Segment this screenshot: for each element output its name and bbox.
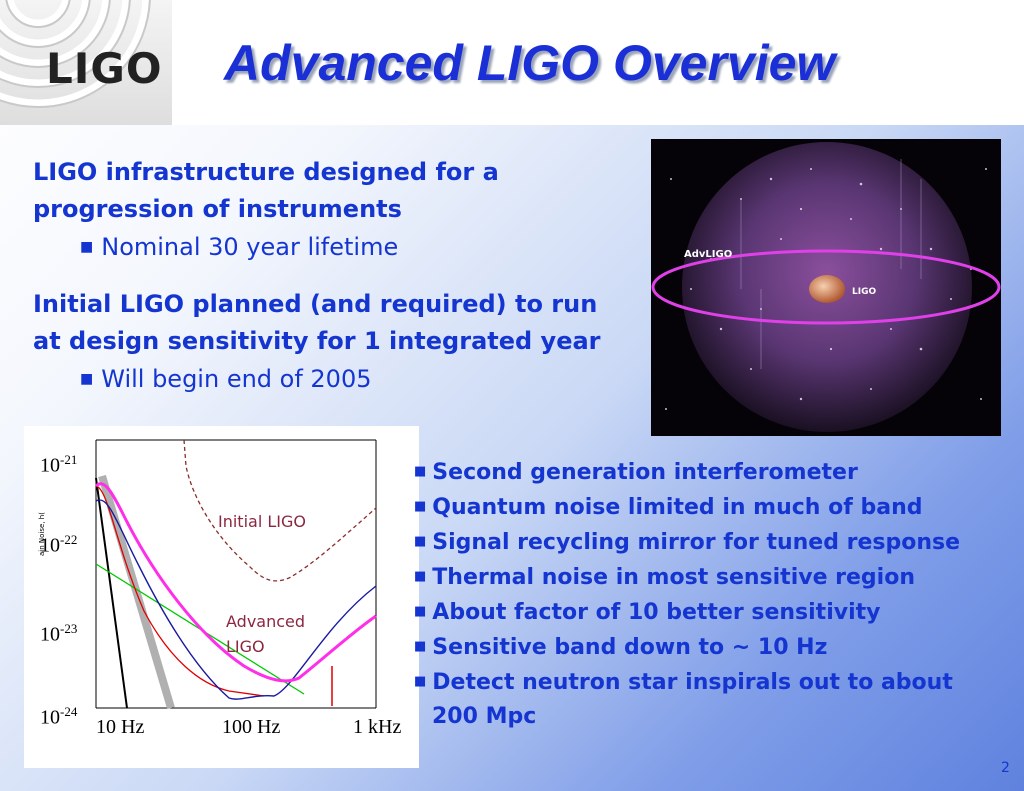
y-tick-exp: -24 [60,704,78,719]
slide-title: Advanced LIGO Overview [224,35,836,91]
cosmos-sphere-graphic: AdvLIGO LIGO [651,142,1001,432]
bullet-square-icon: ■ [414,639,427,654]
bullet-square-icon: ■ [414,534,427,549]
y-tick-exp: -23 [60,621,78,636]
x-tick-10hz: 10 Hz [96,716,145,738]
bullet-item: ■ Second generation interferometer [414,455,1014,490]
ligo-logo: LIGO [0,0,172,125]
cosmos-range-image: AdvLIGO LIGO [651,139,1001,436]
bullet-item: ■ About factor of 10 better sensitivity [414,595,1014,630]
advanced-ligo-label-line1: Advanced [226,612,306,631]
y-tick-3: 10-23 [40,621,77,647]
bullet-text: Thermal noise in most sensitive region [432,565,915,590]
quantum-noise-curve [95,499,377,700]
bullet-item: ■ Thermal noise in most sensitive region [414,560,1014,595]
y-tick-base: 10 [40,534,60,557]
bullet-continuation: 200 Mpc [432,704,537,729]
bullet-text: Quantum noise limited in much of band [432,495,923,520]
ligo-range-label: LIGO [852,287,876,297]
y-tick-2: 10-22 [40,532,77,558]
bullet-item: ■ Sensitive band down to ~ 10 Hz [414,630,1014,665]
bullet-text: About factor of 10 better sensitivity [432,600,881,625]
y-tick-1: 10-21 [40,452,77,478]
block2-lead-line2: at design sensitivity for 1 integrated y… [33,327,601,355]
bullet-square-icon: ■ [414,499,427,514]
y-tick-4: 10-24 [40,704,77,730]
block1-lead-line1: LIGO infrastructure designed for a [33,158,499,186]
logo-text: LIGO [46,44,163,93]
bullet-item: ■ Quantum noise limited in much of band [414,490,1014,525]
x-tick-100hz: 100 Hz [222,716,281,738]
block1-sub-text: Nominal 30 year lifetime [101,233,399,261]
page-number: 2 [1001,760,1010,776]
y-axis-label: ain Noise, h( [38,512,46,556]
advligo-range-label: AdvLIGO [684,249,732,260]
block1-lead-line2: progression of instruments [33,195,402,223]
bullet-square-icon: ■ [414,604,427,619]
bullet-square-icon: ■ [414,674,427,689]
feature-bullet-list: ■ Second generation interferometer ■ Quant… [414,455,1014,734]
sensitivity-curves [94,439,377,710]
newtonian-noise-curve [95,477,128,709]
bullet-text: Detect neutron star inspirals out to abo… [432,670,953,695]
initial-ligo-curve [183,439,377,582]
bullet-text: Sensitive band down to ~ 10 Hz [432,635,828,660]
y-tick-base: 10 [40,623,60,646]
slide-header: LIGO Advanced LIGO Overview [0,0,1024,125]
x-tick-1khz: 1 kHz [353,716,402,738]
block1-sub-bullet: ■ Nominal 30 year lifetime [80,232,398,262]
block2-sub-text: Will begin end of 2005 [101,365,372,393]
bullet-item: ■ Detect neutron star inspirals out to ab… [414,665,1014,700]
advanced-ligo-curve [94,482,377,683]
bullet-square-icon: ■ [414,464,427,479]
block2-lead-line1: Initial LIGO planned (and required) to r… [33,290,598,318]
y-tick-base: 10 [40,454,60,477]
bullet-square-icon: ■ [80,239,94,255]
block2-sub-bullet: ■ Will begin end of 2005 [80,364,372,394]
y-tick-base: 10 [40,706,60,729]
sensitivity-plot: 10-21 10-22 10-23 10-24 10 Hz 100 Hz 1 k… [24,426,419,768]
advanced-ligo-label-line2: LIGO [226,637,265,656]
y-tick-exp: -21 [60,452,78,467]
bullet-square-icon: ■ [414,569,427,584]
y-tick-exp: -22 [60,532,78,547]
bullet-text: Signal recycling mirror for tuned respon… [432,530,961,555]
bullet-text: Second generation interferometer [432,460,858,485]
bullet-square-icon: ■ [80,371,94,387]
logo-arcs-graphic [0,0,151,108]
initial-ligo-label: Initial LIGO [218,512,306,531]
bullet-item: ■ Signal recycling mirror for tuned respo… [414,525,1014,560]
